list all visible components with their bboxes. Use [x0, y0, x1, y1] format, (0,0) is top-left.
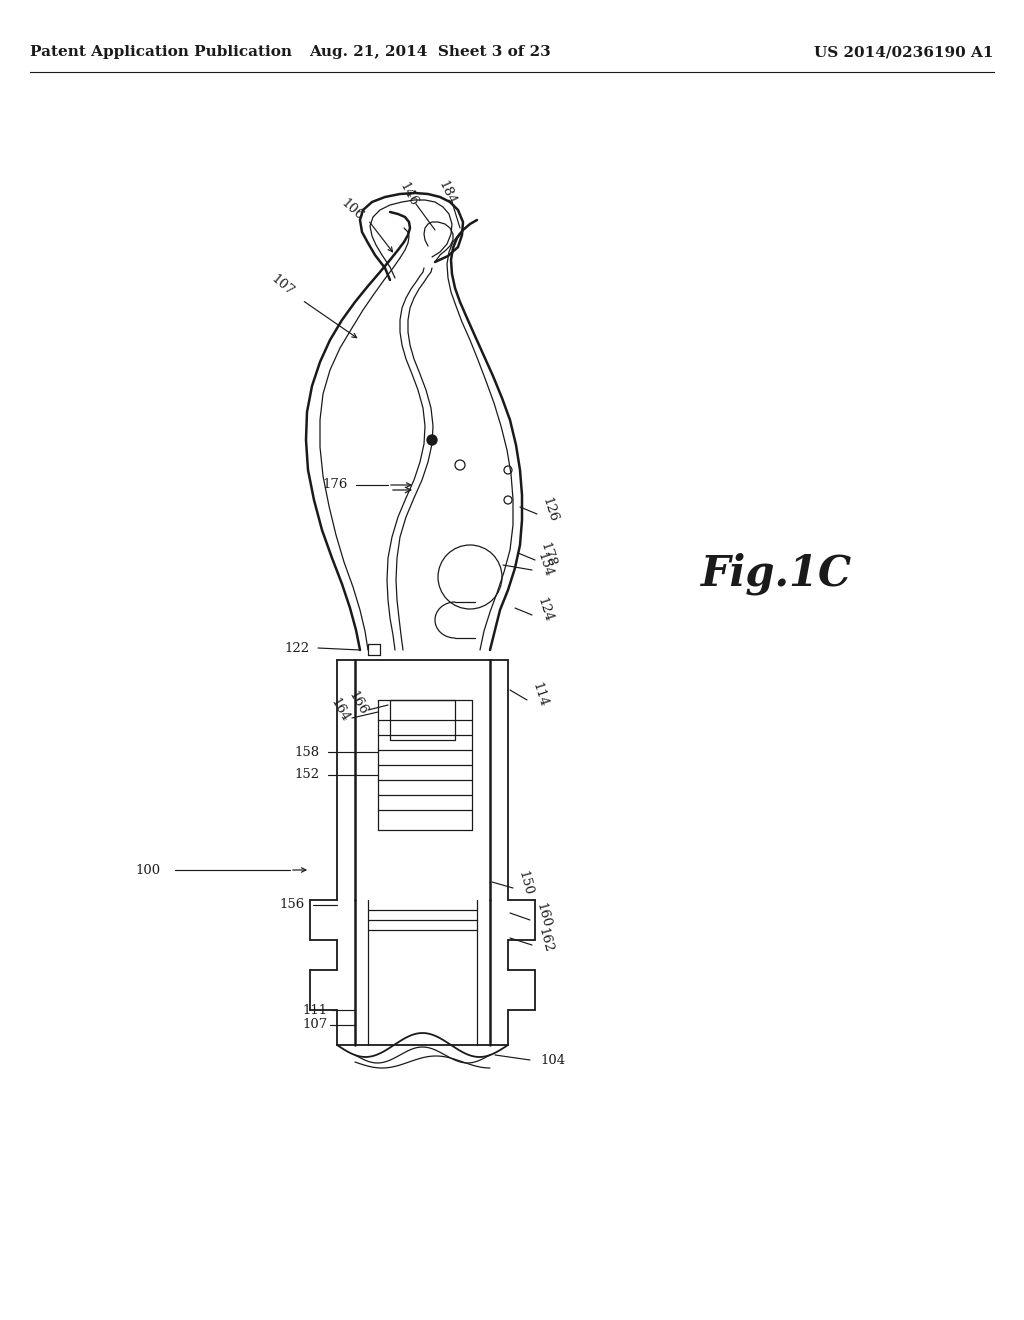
- Text: 178: 178: [538, 541, 558, 569]
- Text: 166: 166: [346, 689, 370, 717]
- Text: 126: 126: [540, 496, 560, 524]
- Text: 162: 162: [536, 927, 555, 954]
- Text: 184: 184: [436, 180, 458, 207]
- Text: 164: 164: [328, 696, 352, 725]
- Text: 107: 107: [302, 1019, 328, 1031]
- Text: 124: 124: [535, 597, 555, 624]
- Text: Patent Application Publication: Patent Application Publication: [30, 45, 292, 59]
- Text: Aug. 21, 2014  Sheet 3 of 23: Aug. 21, 2014 Sheet 3 of 23: [309, 45, 551, 59]
- Text: 158: 158: [295, 746, 319, 759]
- Text: 107: 107: [268, 272, 296, 298]
- Text: 122: 122: [285, 642, 310, 655]
- Text: 106: 106: [338, 197, 366, 223]
- Text: 114: 114: [530, 681, 550, 709]
- Text: 100: 100: [135, 863, 161, 876]
- Text: 104: 104: [540, 1053, 565, 1067]
- Text: 156: 156: [280, 899, 305, 912]
- Text: 176: 176: [323, 479, 348, 491]
- Text: 154: 154: [535, 550, 555, 579]
- Text: Fig.1C: Fig.1C: [701, 553, 853, 595]
- Text: 152: 152: [295, 768, 319, 781]
- Text: US 2014/0236190 A1: US 2014/0236190 A1: [814, 45, 994, 59]
- Text: 111: 111: [302, 1003, 328, 1016]
- Text: 146: 146: [396, 181, 420, 209]
- Circle shape: [427, 436, 437, 445]
- Text: 150: 150: [515, 869, 535, 896]
- Text: 160: 160: [534, 902, 553, 929]
